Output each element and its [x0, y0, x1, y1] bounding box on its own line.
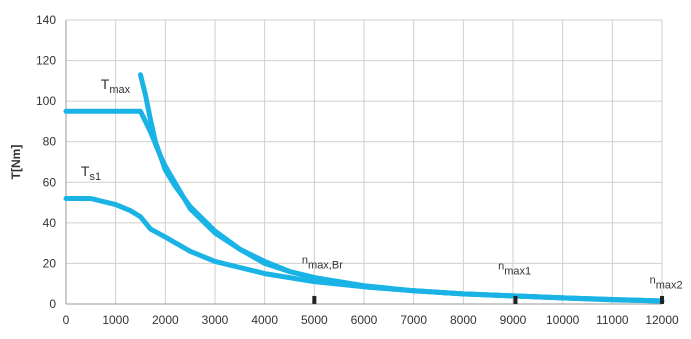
annotation-nmax1: nmax1 — [498, 261, 531, 278]
x-tick-label: 9000 — [500, 313, 527, 327]
speed-marker — [513, 295, 518, 304]
y-tick-label: 140 — [36, 13, 56, 27]
y-tick-label: 100 — [36, 94, 56, 108]
x-tick-label: 3000 — [202, 313, 229, 327]
y-tick-label: 0 — [49, 297, 56, 311]
y-tick-label: 20 — [43, 256, 57, 270]
x-tick-label: 6000 — [351, 313, 378, 327]
speed-marker — [660, 295, 664, 304]
y-axis-title: T[Nm] — [9, 145, 23, 180]
x-tick-label: 11000 — [596, 313, 629, 327]
x-tick-label: 2000 — [152, 313, 179, 327]
annotations: Tmax Ts1 nmax,Br nmax1 nmax2 — [81, 76, 683, 292]
series-lines — [63, 72, 665, 304]
speed-markers — [312, 295, 664, 304]
y-tick-label: 80 — [43, 135, 57, 149]
annotation-nmax2: nmax2 — [650, 275, 683, 292]
x-tick-label: 10000 — [546, 313, 580, 327]
y-tick-label: 60 — [43, 175, 57, 189]
x-tick-label: 1000 — [102, 313, 129, 327]
x-tick-label: 8000 — [450, 313, 477, 327]
axes: 0 1000 2000 3000 4000 5000 6000 7000 8000 9000 100… — [36, 13, 679, 327]
annotation-nmaxbr: nmax,Br — [302, 254, 343, 271]
y-tick-label: 120 — [36, 54, 56, 68]
annotation-tmax: Tmax — [101, 76, 131, 96]
x-tick-label: 4000 — [251, 313, 278, 327]
annotation-ts1: Ts1 — [81, 163, 101, 183]
x-tick-label: 12000 — [645, 313, 679, 327]
x-tick-label: 5000 — [301, 313, 328, 327]
x-tick-label: 0 — [63, 313, 70, 327]
series-line-tmax — [138, 72, 665, 304]
series-line-ts1 — [63, 196, 665, 304]
x-tick-label: 7000 — [400, 313, 427, 327]
grid — [66, 19, 663, 304]
speed-marker — [312, 295, 317, 304]
y-tick-label: 40 — [43, 216, 57, 230]
